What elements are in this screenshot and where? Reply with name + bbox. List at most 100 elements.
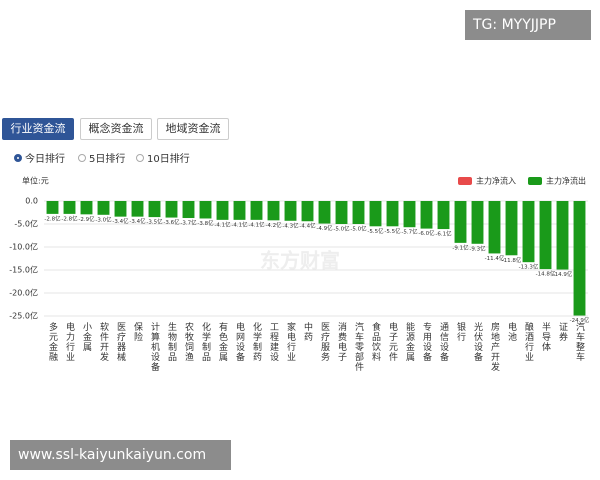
y-tick-label: -10.0亿: [9, 242, 38, 252]
value-label: -9.1亿: [452, 243, 469, 251]
radio-dot: [136, 153, 144, 162]
x-tick-label: 计算机设备: [149, 321, 160, 372]
unit-label: 单位:元: [22, 176, 49, 186]
value-label: -3.5亿: [146, 218, 163, 226]
x-tick-label: 医疗器械: [115, 322, 126, 362]
x-tick-label: 软件开发: [98, 321, 109, 362]
value-label: -14.9亿: [553, 270, 573, 278]
bar: [301, 201, 314, 222]
x-tick-label: 半导体: [540, 321, 551, 352]
bar: [437, 201, 450, 230]
legend-label: 主力净流出: [546, 176, 586, 186]
legend-swatch: [458, 177, 472, 185]
x-tick-label: 工程建设: [268, 322, 279, 362]
value-label: -3.6亿: [163, 218, 180, 226]
value-label: -4.1亿: [214, 220, 231, 228]
y-tick-label: -15.0亿: [9, 265, 38, 275]
bar: [216, 201, 229, 220]
bar: [182, 201, 195, 219]
bar: [573, 201, 586, 316]
x-tick-label: 农牧饲渔: [183, 321, 194, 362]
value-label: -3.4亿: [112, 217, 129, 225]
value-label: -11.4亿: [485, 254, 505, 262]
x-tick-label: 家电行业: [285, 321, 296, 362]
y-tick-label: -25.0亿: [9, 311, 38, 321]
watermark-top: TG: MYYJJPP: [465, 10, 591, 40]
value-label: -5.5亿: [384, 227, 401, 235]
bar: [250, 201, 263, 220]
radio[interactable]: 今日排行: [14, 150, 65, 165]
value-label: -5.0亿: [350, 225, 367, 233]
bar: [165, 201, 178, 218]
x-tick-label: 中药: [302, 321, 313, 342]
watermark-center: 东方财富: [260, 249, 340, 273]
x-tick-label: 证券: [557, 322, 568, 342]
x-tick-label: 多元金融: [47, 321, 58, 362]
value-label: -3.4亿: [129, 217, 146, 225]
tab[interactable]: 行业资金流: [2, 118, 74, 140]
bar: [420, 201, 433, 229]
radio-label: 5日排行: [89, 154, 126, 165]
bar: [369, 201, 382, 227]
y-tick-label: 0.0: [25, 197, 38, 206]
bar: [46, 201, 59, 214]
legend-swatch: [528, 177, 542, 185]
value-label: -3.0亿: [95, 215, 112, 223]
value-label: -2.9亿: [78, 215, 95, 223]
radio-dot: [78, 153, 86, 162]
value-label: -13.3亿: [519, 263, 539, 271]
x-tick-label: 有色金属: [217, 321, 228, 362]
x-tick-label: 通信设备: [438, 322, 449, 362]
value-label: -6.0亿: [418, 229, 435, 237]
bar: [267, 201, 280, 221]
radio-dot: [14, 153, 22, 162]
x-tick-label: 保险: [132, 321, 143, 342]
bar: [505, 201, 518, 256]
value-label: -9.3亿: [469, 244, 486, 252]
tab[interactable]: 地域资金流: [157, 118, 229, 140]
bar: [114, 201, 127, 217]
x-tick-label: 汽车整车: [574, 321, 585, 362]
value-label: -5.5亿: [367, 227, 384, 235]
x-tick-label: 光伏设备: [472, 321, 483, 362]
bar: [63, 201, 76, 214]
legend-label: 主力净流入: [476, 176, 516, 186]
x-tick-label: 医疗服务: [319, 322, 330, 362]
x-tick-label: 银行: [455, 321, 466, 342]
bar: [403, 201, 416, 228]
bar: [539, 201, 552, 270]
value-label: -5.7亿: [401, 228, 418, 236]
bar: [386, 201, 399, 227]
bar: [233, 201, 246, 220]
x-tick-label: 能源金属: [404, 321, 415, 362]
value-label: -14.8亿: [536, 270, 556, 278]
x-tick-label: 消费电子: [336, 321, 347, 362]
x-tick-label: 电池: [506, 321, 517, 342]
x-tick-label: 生物制品: [166, 321, 177, 362]
radio[interactable]: 5日排行: [78, 150, 125, 165]
radio[interactable]: 10日排行: [136, 150, 190, 165]
bar: [352, 201, 365, 224]
x-tick-label: 食品饮料: [370, 321, 381, 362]
radio-label: 今日排行: [25, 154, 65, 165]
bar: [556, 201, 569, 270]
value-label: -3.8亿: [197, 219, 214, 227]
bar: [454, 201, 467, 243]
value-label: -2.8亿: [61, 214, 78, 222]
x-tick-label: 房地产开发: [489, 321, 500, 372]
value-label: -4.4亿: [299, 222, 316, 230]
x-tick-label: 汽车零部件: [353, 321, 364, 372]
bar: [284, 201, 297, 221]
bar: [522, 201, 535, 263]
y-tick-label: -20.0亿: [9, 288, 38, 298]
value-label: -4.1亿: [248, 220, 265, 228]
x-tick-label: 专用设备: [421, 321, 432, 362]
value-label: -4.3亿: [282, 221, 299, 229]
value-label: -24.9亿: [570, 316, 590, 324]
tab[interactable]: 概念资金流: [80, 118, 152, 140]
y-tick-label: -5.0亿: [14, 219, 38, 229]
x-tick-label: 电子元件: [387, 321, 398, 362]
value-label: -11.8亿: [502, 256, 522, 264]
